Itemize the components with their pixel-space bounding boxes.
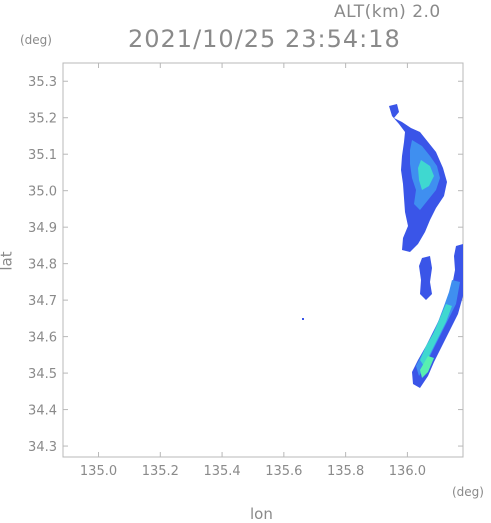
lat-tick-label: 34.3: [28, 440, 57, 455]
lat-tick-label: 34.9: [28, 221, 57, 236]
lon-axis-title: lon: [250, 505, 273, 523]
lat-tick-label: 35.2: [28, 112, 57, 127]
lat-tick-label: 34.6: [28, 331, 57, 346]
lat-tick-label: 34.4: [28, 404, 57, 419]
lon-tick-label: 135.2: [142, 464, 179, 479]
lat-tick-label: 35.3: [28, 75, 57, 90]
radar-echo-layer: [302, 104, 463, 388]
lat-tick-label: 34.8: [28, 258, 57, 273]
lat-tick-group: 35.3 35.2 35.1 35.0 34.9 34.8 34.7 34.6 34.5 34.4…: [28, 75, 463, 455]
altitude-label: ALT(km) 2.0: [334, 2, 441, 22]
echo-south-core: [420, 304, 452, 366]
echo-north-core: [418, 160, 434, 190]
lon-tick-label: 135.6: [265, 464, 302, 479]
lon-tick-label: 135.4: [203, 464, 240, 479]
lon-tick-label: 135.0: [80, 464, 117, 479]
lat-tick-label: 35.0: [28, 185, 57, 200]
lon-tick-label: 135.8: [327, 464, 364, 479]
echo-middle-cell: [419, 256, 432, 300]
timestamp-title: 2021/10/25 23:54:18: [128, 25, 401, 53]
lon-tick-group: 135.0 135.2 135.4 135.6 135.8 136.0: [80, 63, 426, 479]
lon-unit-label: (deg): [452, 485, 484, 499]
lat-tick-label: 34.7: [28, 294, 57, 309]
lon-tick-label: 136.0: [389, 464, 426, 479]
lat-tick-label: 35.1: [28, 148, 57, 163]
echo-south-peak: [420, 356, 434, 378]
plot-frame: [62, 62, 464, 458]
echo-speck: [302, 318, 304, 320]
lat-unit-label: (deg): [20, 33, 52, 47]
lat-tick-label: 34.5: [28, 367, 57, 382]
